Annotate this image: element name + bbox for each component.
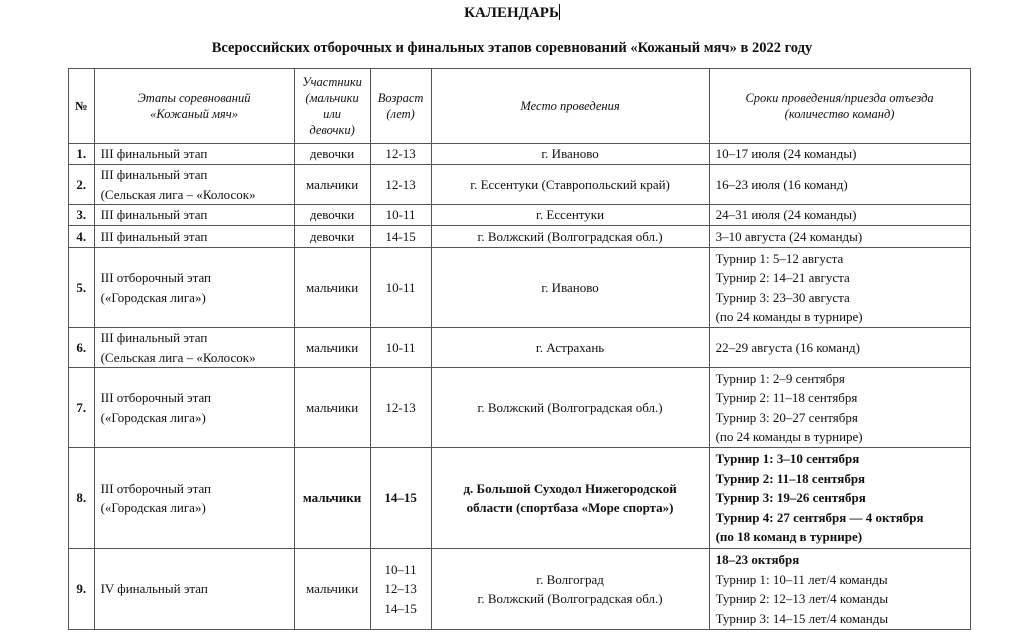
- age-cell: 10–11 12–13 14–15: [369, 548, 432, 630]
- dates-cell: 3–10 августа (24 команды): [708, 225, 971, 248]
- header-age: Возраст (лет): [369, 68, 432, 144]
- table-row: 2. III финальный этап (Сельская лига – «Ко…: [68, 164, 971, 205]
- place-cell: г. Ессентуки (Ставропольский край): [430, 164, 710, 205]
- table-row: 8. III отборочный этап («Городская лига») м…: [68, 447, 971, 549]
- participants-cell: мальчики: [293, 164, 371, 205]
- place-cell: г. Волжский (Волгоградская обл.): [430, 225, 710, 248]
- participants-cell: мальчики: [293, 367, 371, 448]
- table-row: 5. III отборочный этап («Городская лига») м…: [68, 247, 971, 328]
- table-row: 4. III финальный этап девочки 14-15 г. Волжс…: [68, 225, 971, 248]
- age-cell: 10-11: [369, 327, 432, 368]
- dates-cell: 22–29 августа (16 команд): [708, 327, 971, 368]
- place-cell: г. Волгоград г. Волжский (Волгоградская о…: [430, 548, 710, 630]
- dates-cell: 18–23 октября Турнир 1: 10–11 лет/4 коман…: [708, 548, 971, 630]
- stage-cell: IV финальный этап: [93, 548, 295, 630]
- place-cell: г. Иваново: [430, 143, 710, 165]
- stage-cell: III финальный этап (Сельская лига – «Коло…: [93, 164, 295, 205]
- table-row: 3. III финальный этап девочки 10-11 г. Ессен…: [68, 204, 971, 226]
- participants-cell: девочки: [293, 143, 371, 165]
- age-cell: 10-11: [369, 247, 432, 328]
- dates-cell: 10–17 июля (24 команды): [708, 143, 971, 165]
- participants-cell: девочки: [293, 225, 371, 248]
- row-number: 4.: [68, 225, 95, 248]
- table-row: 1. III финальный этап девочки 12-13 г. Ивано…: [68, 143, 971, 165]
- participants-cell: мальчики: [293, 247, 371, 328]
- text-cursor: [558, 4, 560, 20]
- row-number: 9.: [68, 548, 95, 630]
- place-cell: г. Волжский (Волгоградская обл.): [430, 367, 710, 448]
- header-stage: Этапы соревнований «Кожаный мяч»: [93, 68, 295, 144]
- stage-cell: III финальный этап (Сельская лига – «Коло…: [93, 327, 295, 368]
- row-number: 5.: [68, 247, 95, 328]
- participants-cell: девочки: [293, 204, 371, 226]
- table-header-row: № Этапы соревнований «Кожаный мяч» Участн…: [68, 68, 971, 144]
- table-row: 9. IV финальный этап мальчики 10–11 12–13 14–…: [68, 548, 971, 630]
- age-cell: 10-11: [369, 204, 432, 226]
- age-cell: 14-15: [369, 225, 432, 248]
- place-cell: г. Ессентуки: [430, 204, 710, 226]
- dates-cell: 24–31 июля (24 команды): [708, 204, 971, 226]
- place-cell: г. Астрахань: [430, 327, 710, 368]
- dates-cell: Турнир 1: 3–10 сентября Турнир 2: 11–18 с…: [708, 447, 971, 549]
- age-cell: 12-13: [369, 143, 432, 165]
- table-row: 7. III отборочный этап («Городская лига») м…: [68, 367, 971, 448]
- dates-cell: 16–23 июля (16 команд): [708, 164, 971, 205]
- participants-cell: мальчики: [293, 548, 371, 630]
- header-dates: Сроки проведения/приезда отъезда (количес…: [708, 68, 971, 144]
- row-number: 1.: [68, 143, 95, 165]
- row-number: 7.: [68, 367, 95, 448]
- participants-cell: мальчики: [293, 327, 371, 368]
- stage-cell: III отборочный этап («Городская лига»): [93, 367, 295, 448]
- row-number: 2.: [68, 164, 95, 205]
- header-participants: Участники (мальчики или девочки): [293, 68, 371, 144]
- dates-cell: Турнир 1: 5–12 августа Турнир 2: 14–21 ав…: [708, 247, 971, 328]
- document-title: КАЛЕНДАРЬ: [464, 4, 560, 21]
- row-number: 8.: [68, 447, 95, 549]
- row-number: 3.: [68, 204, 95, 226]
- stage-cell: III отборочный этап («Городская лига»): [93, 447, 295, 549]
- place-cell: д. Большой Суходол Нижегородской области …: [430, 447, 710, 549]
- age-cell: 12-13: [369, 367, 432, 448]
- age-cell: 12-13: [369, 164, 432, 205]
- document-subtitle: Всероссийских отборочных и финальных эта…: [211, 40, 813, 56]
- stage-cell: III финальный этап: [93, 225, 295, 248]
- table-row: 6. III финальный этап (Сельская лига – «Ко…: [68, 327, 971, 368]
- place-cell: г. Иваново: [430, 247, 710, 328]
- stage-cell: III отборочный этап («Городская лига»): [93, 247, 295, 328]
- header-num: №: [68, 68, 95, 144]
- calendar-table: № Этапы соревнований «Кожаный мяч» Участн…: [68, 68, 971, 630]
- participants-cell: мальчики: [293, 447, 371, 549]
- dates-cell: Турнир 1: 2–9 сентября Турнир 2: 11–18 се…: [708, 367, 971, 448]
- header-place: Место проведения: [430, 68, 710, 144]
- age-cell: 14–15: [369, 447, 432, 549]
- stage-cell: III финальный этап: [93, 204, 295, 226]
- row-number: 6.: [68, 327, 95, 368]
- stage-cell: III финальный этап: [93, 143, 295, 165]
